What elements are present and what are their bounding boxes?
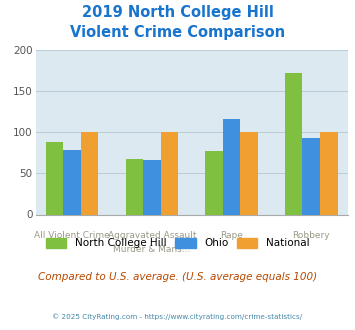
Bar xyxy=(285,73,302,214)
Bar xyxy=(302,138,320,214)
Bar xyxy=(240,132,258,214)
Bar xyxy=(81,132,98,214)
Text: Violent Crime Comparison: Violent Crime Comparison xyxy=(70,25,285,40)
Bar xyxy=(126,159,143,214)
Text: 2019 North College Hill: 2019 North College Hill xyxy=(82,5,273,20)
Bar xyxy=(46,142,64,214)
Legend: North College Hill, Ohio, National: North College Hill, Ohio, National xyxy=(46,238,309,248)
Text: All Violent Crime: All Violent Crime xyxy=(34,231,110,240)
Bar xyxy=(223,119,240,214)
Bar xyxy=(320,132,338,214)
Bar xyxy=(143,160,160,214)
Text: © 2025 CityRating.com - https://www.cityrating.com/crime-statistics/: © 2025 CityRating.com - https://www.city… xyxy=(53,314,302,320)
Bar xyxy=(205,151,223,214)
Text: Compared to U.S. average. (U.S. average equals 100): Compared to U.S. average. (U.S. average … xyxy=(38,272,317,282)
Text: Aggravated Assault: Aggravated Assault xyxy=(108,231,196,240)
Bar xyxy=(64,150,81,214)
Text: Rape: Rape xyxy=(220,231,243,240)
Bar xyxy=(160,132,178,214)
Text: Murder & Mans...: Murder & Mans... xyxy=(113,245,191,254)
Text: Robbery: Robbery xyxy=(293,231,330,240)
